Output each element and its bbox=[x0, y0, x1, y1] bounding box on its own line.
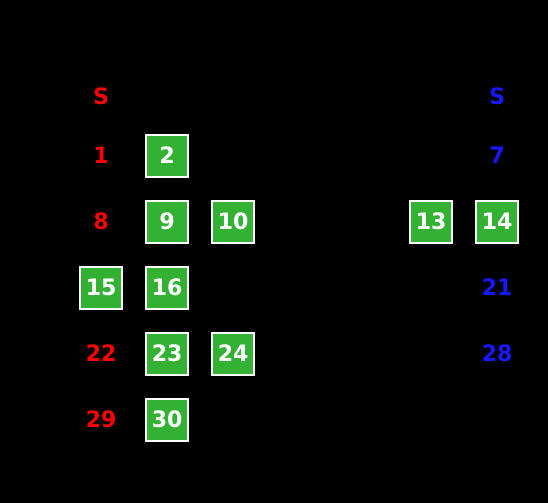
calendar-day-cell[interactable]: 17 bbox=[208, 266, 258, 310]
calendar-day-cell[interactable]: 12 bbox=[340, 200, 390, 244]
calendar-day-cell[interactable]: 4 bbox=[274, 134, 324, 178]
calendar-day-cell[interactable]: 5 bbox=[340, 134, 390, 178]
weekday-label: T bbox=[225, 85, 240, 110]
calendar-day-highlighted: 16 bbox=[145, 266, 189, 310]
calendar-day-cell[interactable]: 16 bbox=[142, 266, 192, 310]
calendar-day: 20 bbox=[409, 266, 453, 310]
calendar-day-cell[interactable]: 7 bbox=[472, 134, 522, 178]
calendar-day: 27 bbox=[409, 332, 453, 376]
calendar-header-cell: W bbox=[274, 82, 324, 112]
calendar-day-cell[interactable]: 18 bbox=[274, 266, 324, 310]
calendar-header-cell: F bbox=[406, 82, 456, 112]
calendar-week-row: 29 30 bbox=[76, 398, 522, 442]
calendar-week-row: 15 16 17 18 19 20 21 bbox=[76, 266, 522, 310]
weekday-label: T bbox=[357, 85, 372, 110]
calendar-day-cell[interactable]: 30 bbox=[142, 398, 192, 442]
calendar-day-highlighted: 15 bbox=[79, 266, 123, 310]
calendar-day-highlighted: 9 bbox=[145, 200, 189, 244]
calendar-day-cell[interactable]: 21 bbox=[472, 266, 522, 310]
calendar-table: SMTWTFS 12345678910111213141516171819202… bbox=[60, 60, 538, 464]
calendar-day-highlighted: 14 bbox=[475, 200, 519, 244]
calendar-header-cell: M bbox=[142, 82, 192, 112]
calendar-day-cell[interactable]: 25 bbox=[274, 332, 324, 376]
calendar-day-highlighted: 13 bbox=[409, 200, 453, 244]
calendar-day-cell[interactable] bbox=[208, 398, 258, 442]
calendar-day-cell[interactable] bbox=[406, 398, 456, 442]
calendar-month-grid: SMTWTFS 12345678910111213141516171819202… bbox=[60, 60, 538, 464]
calendar-header-cell: T bbox=[340, 82, 390, 112]
calendar-day-cell[interactable]: 15 bbox=[76, 266, 126, 310]
calendar-day: 1 bbox=[79, 134, 123, 178]
calendar-day: 7 bbox=[475, 134, 519, 178]
calendar-day: 28 bbox=[475, 332, 519, 376]
calendar-day-highlighted: 24 bbox=[211, 332, 255, 376]
calendar-week-row: 1234567 bbox=[76, 134, 522, 178]
calendar-day-cell[interactable]: 14 bbox=[472, 200, 522, 244]
calendar-day: 25 bbox=[277, 332, 321, 376]
calendar-day: 21 bbox=[475, 266, 519, 310]
calendar-day-cell[interactable]: 24 bbox=[208, 332, 258, 376]
calendar-day-cell[interactable]: 10 bbox=[208, 200, 258, 244]
calendar-day: 8 bbox=[79, 200, 123, 244]
calendar-week-row: 22 23 24 25 26 27 28 bbox=[76, 332, 522, 376]
calendar-day: 17 bbox=[211, 266, 255, 310]
calendar-day-highlighted: 2 bbox=[145, 134, 189, 178]
weekday-label: F bbox=[423, 85, 438, 110]
calendar-day-cell[interactable]: 26 bbox=[340, 332, 390, 376]
calendar-day-cell[interactable]: 20 bbox=[406, 266, 456, 310]
calendar-day: 4 bbox=[277, 134, 321, 178]
calendar-day-cell[interactable]: 13 bbox=[406, 200, 456, 244]
calendar-day: 6 bbox=[409, 134, 453, 178]
calendar-day: 5 bbox=[343, 134, 387, 178]
calendar-day-cell[interactable] bbox=[274, 398, 324, 442]
calendar-header-row: SMTWTFS bbox=[76, 82, 522, 112]
calendar-body: 1234567891011121314151617181920212223242… bbox=[76, 134, 522, 442]
calendar-day-cell[interactable]: 28 bbox=[472, 332, 522, 376]
calendar-day-cell[interactable]: 11 bbox=[274, 200, 324, 244]
calendar-day: 18 bbox=[277, 266, 321, 310]
calendar-day-highlighted: 10 bbox=[211, 200, 255, 244]
calendar-day-highlighted: 23 bbox=[145, 332, 189, 376]
calendar-day-cell[interactable] bbox=[340, 398, 390, 442]
calendar-day-cell[interactable]: 29 bbox=[76, 398, 126, 442]
calendar-day-cell[interactable]: 8 bbox=[76, 200, 126, 244]
weekday-label: W bbox=[287, 85, 311, 110]
calendar-day: 19 bbox=[343, 266, 387, 310]
calendar-day: 3 bbox=[211, 134, 255, 178]
calendar-week-row: 89 10 11 12 13 14 bbox=[76, 200, 522, 244]
calendar-day: 26 bbox=[343, 332, 387, 376]
calendar-day-cell[interactable]: 27 bbox=[406, 332, 456, 376]
weekday-label: S bbox=[93, 85, 109, 110]
calendar-day: 29 bbox=[79, 398, 123, 442]
calendar-day-cell[interactable] bbox=[472, 398, 522, 442]
calendar-day-cell[interactable]: 3 bbox=[208, 134, 258, 178]
calendar-day: 11 bbox=[277, 200, 321, 244]
calendar-day-cell[interactable]: 19 bbox=[340, 266, 390, 310]
calendar-day-cell[interactable]: 23 bbox=[142, 332, 192, 376]
weekday-label: S bbox=[489, 85, 505, 110]
calendar-day-cell[interactable]: 2 bbox=[142, 134, 192, 178]
calendar-day-highlighted: 30 bbox=[145, 398, 189, 442]
calendar-day-cell[interactable]: 6 bbox=[406, 134, 456, 178]
calendar-header-cell: T bbox=[208, 82, 258, 112]
calendar-header-cell: S bbox=[76, 82, 126, 112]
calendar-day-cell[interactable]: 9 bbox=[142, 200, 192, 244]
calendar-day: 22 bbox=[79, 332, 123, 376]
calendar-day: 12 bbox=[343, 200, 387, 244]
weekday-label: M bbox=[156, 85, 178, 110]
calendar-header-cell: S bbox=[472, 82, 522, 112]
calendar-day-cell[interactable]: 1 bbox=[76, 134, 126, 178]
calendar-day-cell[interactable]: 22 bbox=[76, 332, 126, 376]
